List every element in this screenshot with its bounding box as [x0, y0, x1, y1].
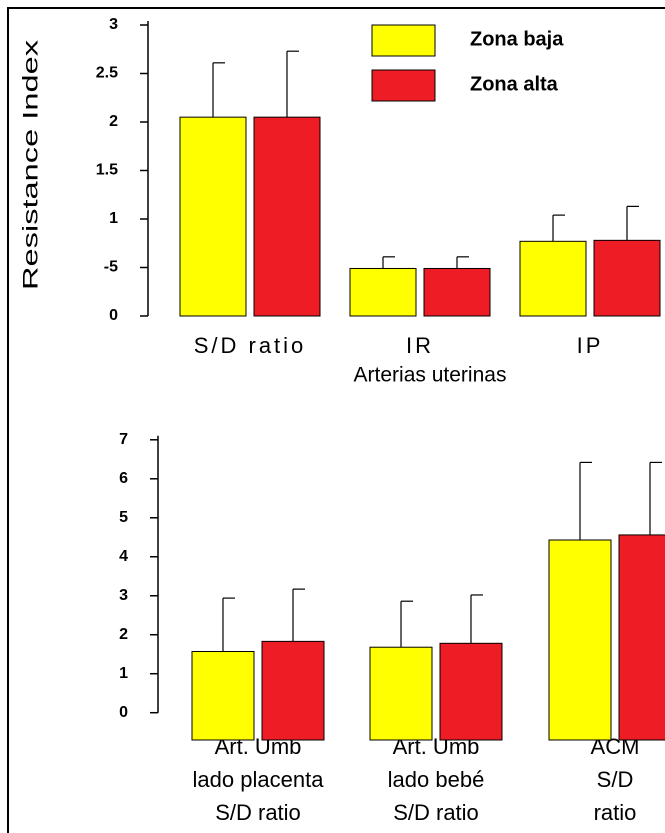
bar	[423, 267, 491, 317]
y-tick-label: 2.5	[96, 65, 118, 82]
y-tick-label: 3	[119, 587, 128, 604]
bar	[349, 267, 417, 317]
y-tick-label: 4	[119, 548, 128, 565]
y-tick-label: 6	[119, 470, 128, 487]
bar	[179, 116, 247, 317]
bar	[593, 239, 661, 317]
y-tick-label: 0	[109, 307, 118, 324]
x-tick-label: S/D	[597, 767, 634, 792]
legend-swatch	[371, 24, 436, 57]
legend-label: Zona alta	[470, 73, 559, 95]
x-tick-label: S/D ratio	[393, 800, 479, 825]
y-tick-label: 1	[119, 665, 128, 682]
x-tick-label: S/D ratio	[215, 800, 301, 825]
y-tick-label: -5	[104, 259, 118, 276]
x-tick-label: lado placenta	[193, 767, 325, 792]
y-tick-label: 7	[119, 431, 128, 448]
bar	[519, 240, 587, 317]
bar	[369, 646, 433, 741]
x-tick-label: ratio	[594, 800, 637, 825]
x-tick-label: S/D ratio	[194, 333, 307, 358]
y-tick-label: 0	[119, 704, 128, 721]
y-tick-label: 3	[109, 16, 118, 33]
bar	[618, 534, 665, 741]
x-axis-label: Arterias uterinas	[354, 364, 507, 387]
y-tick-label: 1	[109, 210, 118, 227]
y-tick-label: 1.5	[96, 162, 118, 179]
y-tick-label: 2	[109, 113, 118, 130]
y-tick-label: 2	[119, 626, 128, 643]
bar	[261, 640, 325, 741]
x-tick-label: IP	[577, 333, 604, 358]
legend-swatch	[371, 69, 436, 102]
bar	[439, 642, 503, 741]
legend-label: Zona baja	[470, 28, 564, 50]
bar	[191, 650, 255, 741]
bar	[548, 539, 612, 741]
bar	[253, 116, 321, 317]
x-tick-label: IR	[406, 333, 434, 358]
frame	[7, 7, 665, 833]
y-tick-label: 5	[119, 509, 128, 526]
x-tick-label: lado bebé	[388, 767, 485, 792]
y-axis-label: Resistance Index	[20, 39, 43, 290]
